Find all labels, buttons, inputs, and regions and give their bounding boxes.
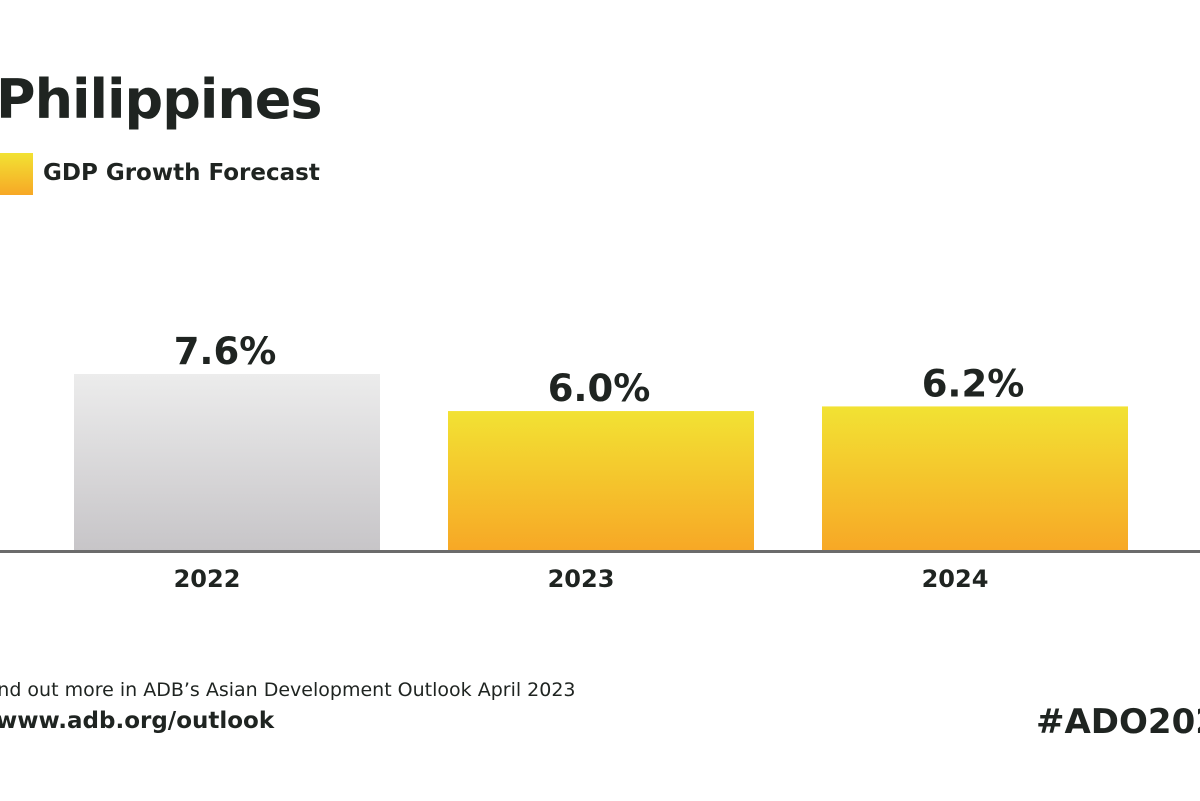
tick-label-2024: 2024 [922,565,989,593]
value-label-2024: 6.2% [922,362,1025,405]
hashtag: #ADO2023 [1036,702,1200,742]
bar-2022 [74,374,380,550]
legend-swatch [0,153,33,195]
chart-title: Philippines [0,68,323,131]
bar-2024 [822,406,1128,550]
legend-label: GDP Growth Forecast [43,160,320,186]
value-label-2022: 7.6% [174,330,277,373]
footer-link[interactable]: www.adb.org/outlook [0,708,275,734]
tick-label-2023: 2023 [548,565,615,593]
bar-2023 [448,411,754,550]
tick-label-2022: 2022 [174,565,241,593]
footer-note: ind out more in ADB’s Asian Development … [0,679,576,701]
value-label-2023: 6.0% [548,367,651,410]
